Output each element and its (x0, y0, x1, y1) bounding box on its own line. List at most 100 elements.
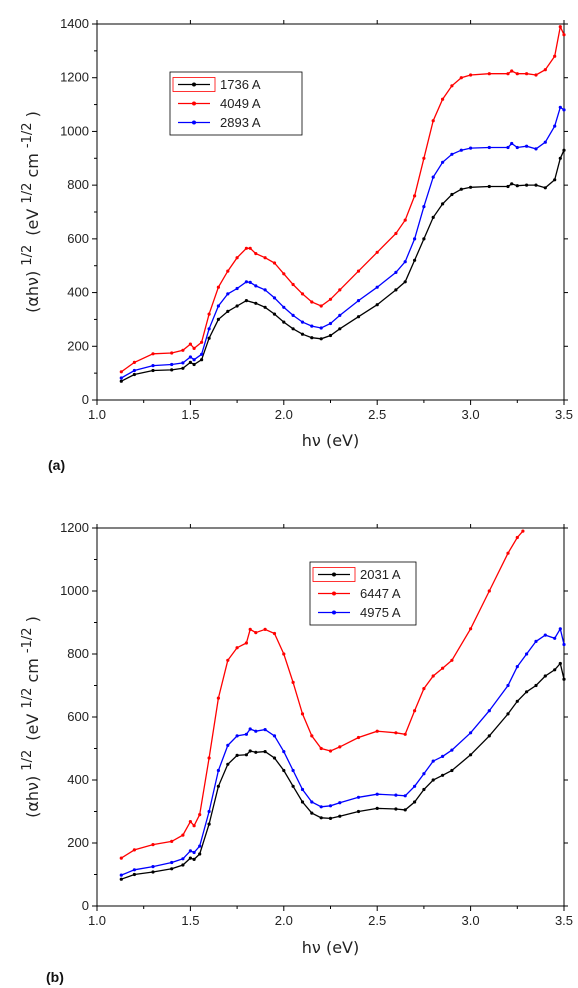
data-point (403, 794, 407, 798)
data-point (525, 144, 529, 148)
x-tick-label: 3.0 (462, 407, 480, 422)
y-axis-title-units-mid: cm (23, 658, 42, 682)
legend-label: 6447 A (360, 586, 401, 601)
data-point (300, 332, 305, 336)
data-point (226, 658, 230, 662)
data-point (319, 304, 323, 308)
data-point (216, 768, 220, 773)
data-point (254, 750, 258, 754)
data-point (338, 745, 342, 749)
data-point (244, 732, 248, 736)
data-point (431, 175, 435, 179)
data-point (188, 856, 192, 860)
data-point (244, 299, 248, 303)
data-point (282, 750, 286, 754)
data-point (235, 646, 239, 650)
data-point (119, 873, 123, 877)
data-point (403, 260, 407, 264)
x-tick-label: 3.5 (555, 407, 573, 422)
data-point (553, 668, 557, 672)
data-point (291, 768, 295, 773)
y-tick-label: 1000 (60, 583, 89, 598)
data-point (248, 627, 252, 632)
data-point (235, 734, 239, 738)
data-point (469, 146, 473, 150)
data-point (254, 284, 258, 288)
data-point (375, 729, 379, 733)
x-tick-label: 1.5 (181, 407, 199, 422)
data-point (291, 327, 295, 331)
data-point (356, 299, 361, 303)
data-point (515, 184, 519, 188)
data-point (558, 661, 562, 666)
data-point (487, 184, 491, 189)
data-point (272, 312, 277, 316)
data-point (328, 297, 333, 301)
data-point (487, 589, 491, 593)
data-point (188, 360, 192, 364)
x-tick-label: 1.5 (181, 913, 199, 928)
data-point (459, 148, 463, 152)
data-point (263, 305, 267, 309)
data-point (469, 185, 473, 189)
data-point (291, 313, 295, 317)
data-point (403, 808, 407, 812)
y-axis-title-exp: 1/2 (20, 245, 35, 266)
data-point (338, 288, 342, 292)
data-point (181, 348, 185, 352)
y-tick-label: 600 (67, 709, 89, 724)
data-point (319, 326, 323, 330)
data-point (119, 379, 123, 383)
data-point (151, 364, 155, 368)
ticks-layer-b: 1.0 1.5 2.0 2.5 3.0 3.5 0 200 400 600 800 1000 1200 (60, 520, 573, 928)
data-point (375, 285, 379, 289)
data-point (422, 787, 426, 792)
data-point (300, 320, 305, 324)
data-point (553, 124, 557, 128)
data-point (338, 801, 342, 805)
data-point (207, 756, 211, 760)
y-tick-label: 800 (67, 177, 89, 192)
data-point (263, 627, 267, 632)
y-tick-label: 1400 (60, 16, 89, 31)
data-point (310, 734, 314, 738)
data-point (235, 286, 239, 291)
data-point (310, 800, 314, 804)
data-point (248, 280, 252, 284)
data-point (216, 304, 220, 308)
y-axis-title-units-exp2: -1/2 (20, 122, 35, 148)
panel-label-b: (b) (46, 969, 64, 985)
x-axis-title-b: hν (eV) (302, 938, 359, 957)
data-point (132, 372, 136, 377)
y-axis-title-exp: 1/2 (20, 750, 35, 771)
data-point (510, 69, 514, 73)
series-line-6447-a (120, 530, 524, 859)
y-tick-label: 1200 (60, 70, 89, 85)
legend-swatch-marker (332, 610, 336, 615)
data-point (558, 105, 562, 109)
data-point (431, 119, 435, 123)
data-point (192, 346, 196, 350)
data-point (119, 877, 123, 881)
y-tick-label: 400 (67, 772, 89, 787)
data-point (534, 147, 538, 151)
ticks-layer-a: 1.0 1.5 2.0 2.5 3.0 3.5 0 200 400 600 800 1000 1200 1… (60, 16, 573, 422)
data-point (235, 256, 239, 260)
data-point (534, 683, 538, 688)
legend-highlight (172, 77, 216, 92)
x-tick-label: 1.0 (88, 913, 106, 928)
data-point (151, 865, 155, 869)
data-point (422, 772, 426, 776)
data-point (562, 642, 566, 647)
data-point (319, 805, 323, 809)
legend-b: 2031 A 6447 A 4975 A (309, 561, 417, 626)
data-point (515, 72, 519, 76)
data-point (151, 368, 155, 373)
data-point (328, 321, 333, 326)
data-point (515, 145, 519, 150)
data-point (170, 362, 174, 367)
data-point (515, 665, 519, 669)
data-point (394, 270, 398, 274)
data-point (216, 784, 220, 788)
data-point (441, 666, 445, 670)
